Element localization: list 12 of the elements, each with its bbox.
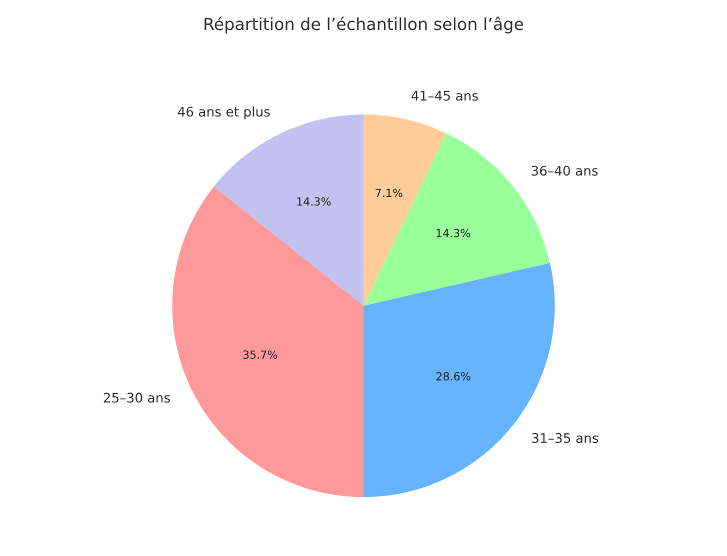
data-label: 14.3% bbox=[436, 228, 470, 238]
slice-label: 36–40 ans bbox=[532, 166, 598, 176]
data-label: 35.7% bbox=[243, 350, 278, 359]
chart-title: Répartition de l’échantillon selon l’âge bbox=[204, 16, 524, 34]
slice-label: 46 ans et plus bbox=[178, 106, 270, 120]
slice-label: 41–45 ans bbox=[412, 90, 478, 101]
pie-slice bbox=[172, 186, 364, 498]
slice-label: 31–35 ans bbox=[532, 433, 598, 444]
data-label: 14.3% bbox=[297, 197, 331, 206]
slice-label: 25–30 ans bbox=[104, 392, 170, 403]
data-label: 7.1% bbox=[376, 188, 402, 198]
data-label: 28.6% bbox=[436, 372, 470, 380]
